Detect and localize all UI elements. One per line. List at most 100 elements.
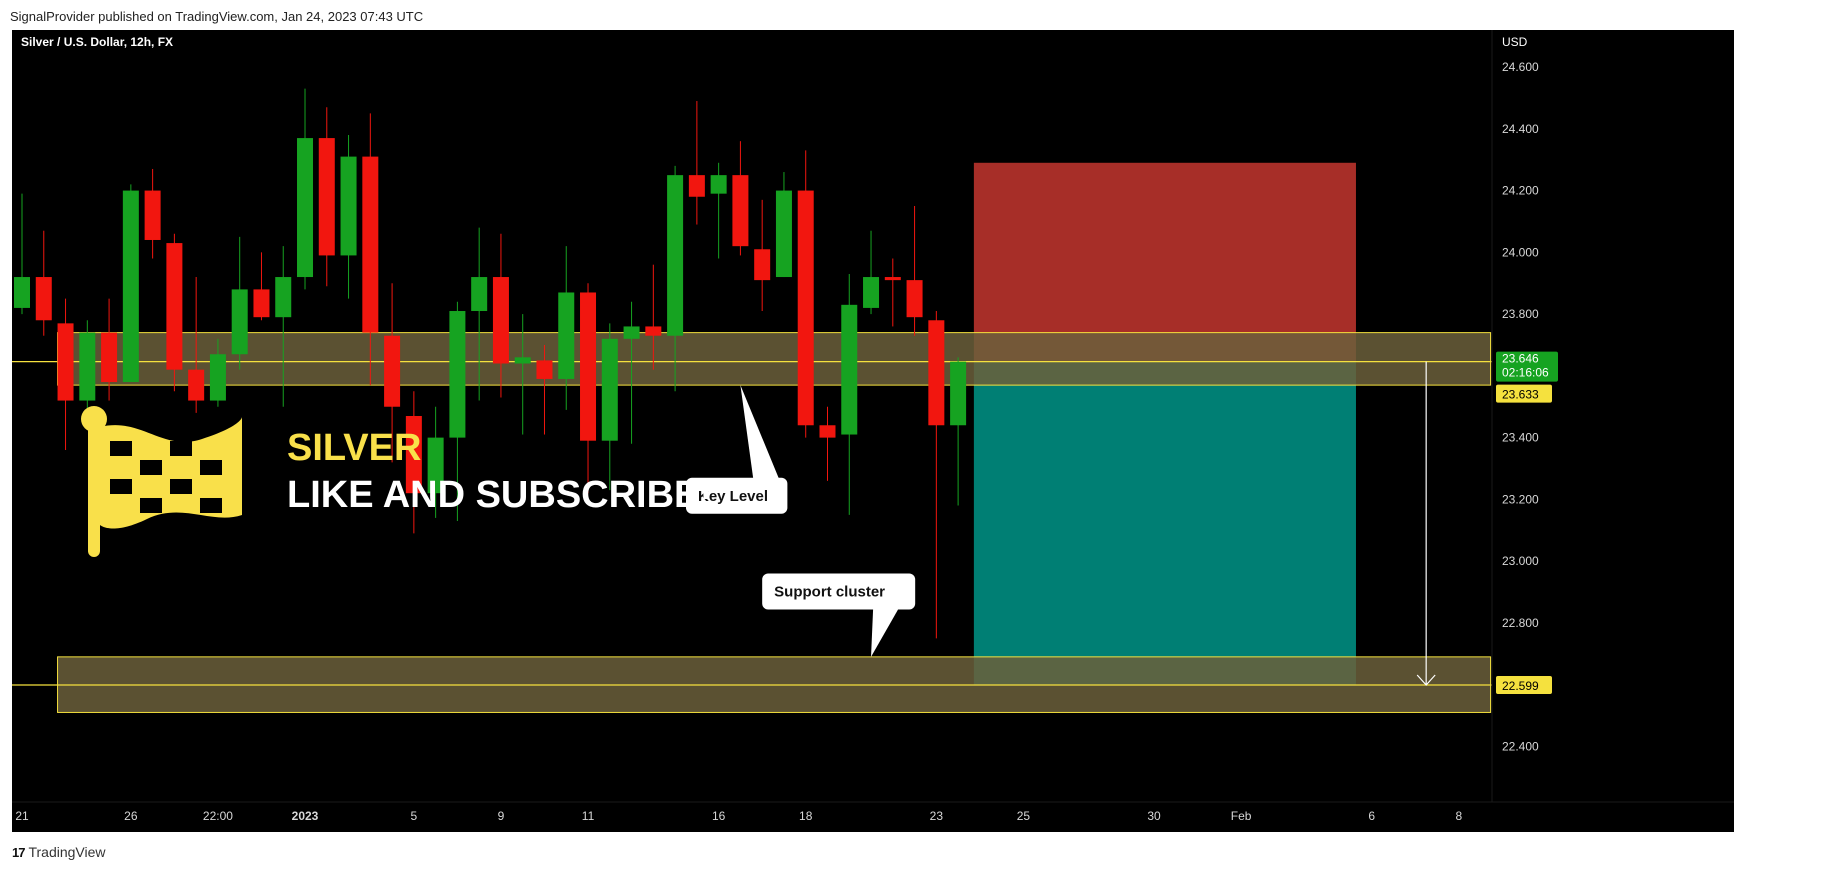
- candle-body: [928, 320, 945, 426]
- badge-text: 22.599: [1502, 679, 1539, 693]
- candle-body: [79, 332, 96, 401]
- time-tick-label: 23: [930, 809, 944, 823]
- candle: [667, 165, 684, 392]
- candle-body: [797, 190, 814, 426]
- price-tick-label: 23.400: [1502, 431, 1539, 445]
- stop-loss-box: [973, 162, 1356, 362]
- time-tick-label: 9: [498, 809, 505, 823]
- time-tick-label: 11: [582, 809, 595, 823]
- candle: [819, 406, 836, 481]
- promo-title: SILVER: [287, 427, 421, 469]
- candle-body: [253, 289, 270, 318]
- footer-brand[interactable]: 17 TradingView: [12, 844, 106, 860]
- candle: [166, 233, 183, 392]
- price-tick-label: 24.600: [1502, 60, 1539, 74]
- level-price-badge: 23.633: [1496, 384, 1552, 403]
- support-cluster-callout: Support cluster: [762, 573, 916, 657]
- candle-body: [57, 323, 74, 401]
- candlestick-chart[interactable]: Key Level Support cluster SILVER LIKE AND …: [12, 30, 1734, 832]
- chart-panel[interactable]: Key Level Support cluster SILVER LIKE AND …: [12, 30, 1734, 832]
- candle: [449, 301, 466, 521]
- candle: [928, 311, 945, 639]
- candle: [231, 236, 248, 370]
- key-level-callout: Key Level: [685, 385, 788, 514]
- level-price-badge: 22.599: [1496, 675, 1552, 694]
- candle-body: [754, 249, 771, 281]
- brand-label: TradingView: [28, 844, 106, 860]
- callout-pointer: [740, 385, 780, 480]
- price-tick-label: 22.400: [1502, 739, 1539, 753]
- price-tick-label: 24.000: [1502, 245, 1539, 259]
- candle-body: [384, 335, 401, 407]
- candle: [471, 227, 488, 401]
- candle: [57, 298, 74, 450]
- candle-body: [906, 280, 923, 318]
- badge-text: 23.633: [1502, 388, 1539, 402]
- candle: [122, 184, 139, 383]
- candle-body: [449, 311, 466, 438]
- price-tick-label: 24.400: [1502, 122, 1539, 136]
- candle: [558, 246, 575, 410]
- candle-body: [819, 425, 836, 438]
- candle: [601, 323, 618, 491]
- candle-body: [275, 277, 292, 318]
- time-tick-label: 2023: [292, 809, 319, 823]
- time-tick-label: 26: [124, 809, 138, 823]
- candle: [580, 283, 597, 494]
- candle-body: [645, 326, 662, 336]
- candle-body: [405, 416, 422, 494]
- time-tick-label: 5: [411, 809, 418, 823]
- candle-body: [710, 175, 727, 194]
- candle: [492, 233, 509, 398]
- time-tick-label: 18: [799, 809, 813, 823]
- candle: [275, 246, 292, 407]
- candle: [405, 391, 422, 534]
- candle: [884, 258, 901, 327]
- candle-body: [558, 292, 575, 379]
- candle: [906, 206, 923, 336]
- time-tick-label: 16: [712, 809, 726, 823]
- time-tick-label: 22:00: [203, 809, 233, 823]
- candle: [754, 199, 771, 312]
- candle-body: [166, 243, 183, 370]
- candle-body: [340, 156, 357, 256]
- candle: [775, 172, 792, 278]
- candle-body: [623, 326, 640, 339]
- candle-body: [209, 354, 226, 401]
- badge-text: 23.646: [1502, 352, 1539, 366]
- promo-subtitle: LIKE AND SUBSCRIBE!: [287, 474, 712, 516]
- publisher-line: SignalProvider published on TradingView.…: [10, 9, 424, 24]
- projection-arrow-head: [1416, 674, 1436, 686]
- candle-body: [471, 277, 488, 312]
- candle: [14, 193, 30, 315]
- candle-body: [667, 175, 684, 336]
- candle: [841, 273, 858, 515]
- candle: [384, 283, 401, 463]
- candle-body: [297, 138, 314, 278]
- candle: [645, 264, 662, 370]
- candle-body: [950, 361, 967, 426]
- price-tick-label: 22.800: [1502, 616, 1539, 630]
- price-tick-label: 23.200: [1502, 492, 1539, 506]
- candle-body: [775, 190, 792, 278]
- price-tick-label: 24.200: [1502, 184, 1539, 198]
- candle-body: [601, 338, 618, 441]
- take-profit-box: [973, 361, 1356, 685]
- checkered-flag-icon: [81, 406, 242, 557]
- candle-body: [536, 360, 553, 379]
- candle: [950, 357, 967, 506]
- candle-body: [688, 175, 705, 197]
- candle-body: [884, 277, 901, 281]
- time-tick-label: 30: [1147, 809, 1161, 823]
- candle-body: [514, 357, 531, 364]
- chart-title: Silver / U.S. Dollar, 12h, FX: [21, 35, 173, 49]
- callout-text: Key Level: [698, 488, 768, 505]
- candle: [209, 338, 226, 407]
- candle-body: [318, 138, 335, 256]
- price-tick-label: 23.800: [1502, 307, 1539, 321]
- candle: [101, 298, 118, 401]
- candle: [362, 113, 379, 386]
- candle-body: [362, 156, 379, 333]
- candle-body: [14, 277, 30, 308]
